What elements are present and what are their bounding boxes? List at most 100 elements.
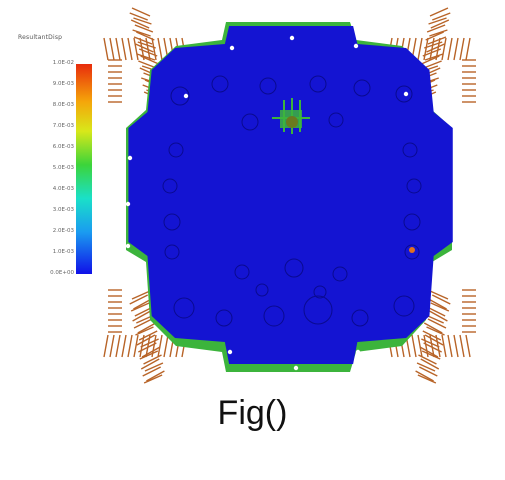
spring-strut bbox=[136, 334, 156, 346]
mounting-dot bbox=[125, 243, 131, 249]
plate-hole bbox=[168, 142, 184, 158]
spring-strut bbox=[129, 294, 149, 305]
plate-hole bbox=[284, 258, 304, 278]
spring-strut bbox=[151, 37, 157, 61]
plate-holes bbox=[162, 75, 422, 327]
spring-strut bbox=[143, 374, 163, 384]
color-scale-tick: 6.0E-03 bbox=[52, 144, 74, 150]
spring-strut bbox=[133, 298, 152, 310]
spring-strut bbox=[139, 37, 145, 61]
plate-hole bbox=[332, 266, 348, 282]
color-scale-tick: 8.0E-03 bbox=[52, 102, 74, 108]
spring-strut bbox=[145, 37, 151, 61]
spring-strut bbox=[453, 334, 459, 358]
plate-hole bbox=[351, 309, 369, 327]
mounting-dot bbox=[355, 349, 361, 355]
plate-hole bbox=[403, 213, 421, 231]
spring-strut bbox=[115, 37, 121, 61]
plate-hole bbox=[393, 295, 415, 317]
spring-strut bbox=[115, 334, 121, 358]
spring-strut bbox=[447, 37, 453, 61]
spring-strut bbox=[427, 36, 447, 45]
spring-strut bbox=[435, 334, 441, 358]
spring-strut bbox=[431, 294, 451, 305]
color-scale-tick: 0.0E+00 bbox=[50, 270, 74, 276]
mounting-dot bbox=[127, 155, 133, 161]
spring-strut bbox=[429, 310, 448, 322]
spring-strut bbox=[144, 362, 164, 372]
plate-hole bbox=[402, 142, 418, 158]
plate-hole bbox=[309, 75, 327, 93]
spring-strut bbox=[135, 326, 154, 336]
color-scale-tick: 7.0E-03 bbox=[52, 123, 74, 129]
mounting-dot bbox=[227, 349, 233, 355]
orange-marker bbox=[409, 247, 415, 253]
spring-strut bbox=[130, 302, 150, 312]
spring-strut bbox=[411, 334, 417, 358]
spring-strut bbox=[459, 37, 465, 61]
plate-hole bbox=[241, 113, 259, 131]
spring-strut bbox=[133, 37, 139, 61]
spring-strut bbox=[423, 322, 443, 334]
spring-strut bbox=[142, 366, 161, 377]
spring-strut bbox=[447, 334, 453, 358]
plate-hole bbox=[164, 244, 180, 260]
plate-hole bbox=[234, 264, 250, 280]
spring-strut bbox=[429, 37, 435, 61]
spring-strut bbox=[145, 334, 151, 358]
plate-hole bbox=[215, 309, 233, 327]
spring-strut bbox=[140, 358, 160, 370]
color-scale-bar bbox=[76, 64, 92, 274]
mounting-dot bbox=[125, 201, 131, 207]
spring-strut bbox=[141, 346, 161, 358]
spring-strut bbox=[453, 37, 459, 61]
plate-hole bbox=[255, 283, 269, 297]
plate-hole bbox=[162, 178, 178, 194]
plate-hole bbox=[395, 85, 413, 103]
plate-hole bbox=[313, 285, 327, 299]
spring-strut bbox=[139, 334, 145, 358]
mounting-dot bbox=[183, 93, 189, 99]
color-scale-tick: 9.0E-03 bbox=[52, 81, 74, 87]
spring-strut bbox=[429, 29, 448, 37]
spring-strut bbox=[135, 43, 154, 53]
spring-strut bbox=[426, 326, 445, 336]
spring-strut bbox=[424, 334, 444, 346]
spring-strut bbox=[419, 346, 439, 358]
mounting-dot bbox=[455, 201, 461, 207]
mounting-dot bbox=[289, 35, 295, 41]
spring-strut bbox=[459, 334, 465, 358]
plate-hole bbox=[353, 79, 371, 97]
spring-strut bbox=[131, 290, 151, 300]
color-scale-tick: 5.0E-03 bbox=[52, 165, 74, 171]
spring-strut bbox=[429, 334, 435, 358]
plate-hole bbox=[328, 112, 344, 128]
spring-strut bbox=[441, 37, 447, 61]
spring-strut bbox=[103, 334, 109, 358]
spring-strut bbox=[132, 29, 151, 37]
spring-strut bbox=[130, 19, 150, 29]
spring-strut bbox=[136, 53, 156, 61]
spring-strut bbox=[157, 334, 163, 358]
mounting-dot bbox=[453, 155, 459, 161]
spring-strut bbox=[426, 24, 446, 33]
spring-strut bbox=[121, 334, 127, 358]
spring-strut bbox=[129, 12, 148, 21]
spring-strut bbox=[426, 306, 446, 317]
spring-strut bbox=[139, 350, 159, 360]
spring-strut bbox=[133, 334, 139, 358]
spring-strut bbox=[151, 334, 157, 358]
spring-strut bbox=[138, 330, 158, 341]
spring-strut bbox=[138, 60, 157, 69]
plate-hole bbox=[173, 297, 195, 319]
spring-strut bbox=[132, 310, 151, 322]
color-scale-tick: 1.0E-03 bbox=[52, 249, 74, 255]
spring-strut bbox=[103, 37, 109, 61]
spring-strut bbox=[136, 31, 155, 41]
mounting-dot bbox=[353, 43, 359, 49]
spring-strut bbox=[422, 330, 442, 341]
spring-strut bbox=[109, 334, 115, 358]
spring-strut bbox=[465, 334, 471, 358]
spring-strut bbox=[163, 334, 169, 358]
